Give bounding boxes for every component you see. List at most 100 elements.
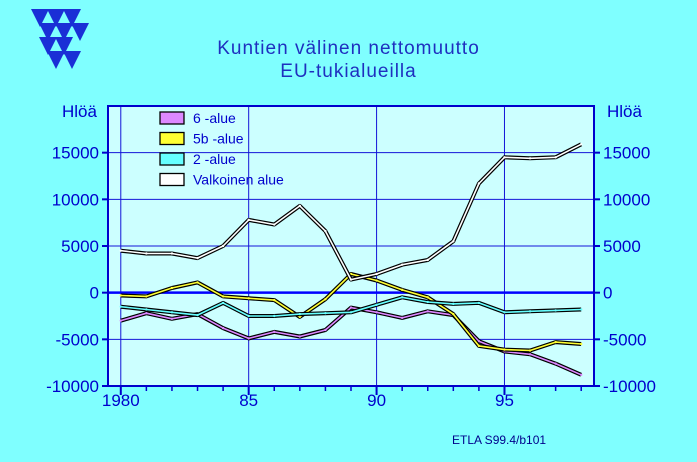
data-point: [503, 156, 506, 159]
data-point: [324, 298, 327, 301]
logo-triangle: [31, 9, 49, 27]
series-2: [119, 295, 583, 318]
data-point: [221, 301, 225, 305]
data-point: [426, 296, 429, 299]
data-point: [119, 294, 122, 297]
y-tick-label-right: 5000: [603, 237, 641, 256]
data-point: [298, 312, 302, 316]
data-point: [477, 182, 481, 185]
data-point: [528, 353, 532, 356]
data-point: [273, 223, 276, 226]
legend-label: 2 -alue: [193, 151, 236, 167]
y-tick-label-right: 10000: [603, 190, 650, 209]
chart-title-line1: Kuntien välinen nettomuutto: [217, 38, 480, 59]
data-point: [503, 348, 506, 351]
data-point: [375, 303, 378, 306]
x-tick-label: 95: [495, 391, 514, 410]
data-point: [247, 337, 250, 340]
data-point: [554, 309, 557, 312]
data-point: [324, 328, 327, 332]
logo-triangle: [55, 37, 73, 55]
legend-label: 5b -alue: [193, 131, 244, 147]
legend-swatch: [159, 172, 185, 187]
source-note: ETLA S99.4/b101: [452, 433, 547, 447]
data-point: [528, 349, 532, 352]
data-point: [273, 314, 276, 318]
y-tick-label-right: 0: [603, 284, 612, 303]
data-point: [247, 314, 250, 318]
data-point: [452, 240, 455, 243]
data-point: [554, 362, 557, 365]
y-tick-label-left: -5000: [56, 330, 99, 349]
data-point: [349, 306, 353, 309]
legend-label: Valkoinen alue: [193, 172, 284, 188]
data-point: [145, 312, 148, 315]
data-point: [196, 256, 199, 260]
y-tick-label-left: 0: [90, 284, 99, 303]
x-tick-label: 1980: [102, 391, 140, 410]
y-tick-label-left: 15000: [52, 144, 99, 163]
data-point: [580, 143, 583, 146]
data-point: [400, 263, 404, 266]
y-tick-label-left: 5000: [61, 237, 99, 256]
data-point: [298, 204, 302, 208]
data-point: [426, 258, 429, 262]
data-point: [375, 279, 378, 282]
data-point: [375, 311, 378, 314]
series-1: [119, 272, 583, 353]
y-tick-label-left: 10000: [52, 190, 99, 209]
legend-label: 6 -alue: [193, 110, 236, 126]
data-point: [477, 301, 481, 305]
data-point: [400, 316, 404, 320]
data-point: [221, 244, 225, 248]
data-point: [554, 340, 557, 344]
x-tick-label: 85: [239, 391, 258, 410]
axes: -10000 -10000 -5000 -5000 0 0 5000 5000 10000 100…: [46, 144, 656, 410]
y-axis-unit-left: Hlöä: [62, 102, 97, 121]
y-tick-label-right: -10000: [603, 377, 656, 396]
logo-triangle: [47, 9, 65, 27]
legend-swatch: [159, 131, 185, 146]
logo-triangle: [63, 9, 81, 27]
data-point: [119, 249, 122, 252]
data-point: [503, 311, 506, 314]
data-point: [375, 272, 378, 276]
data-point: [273, 330, 276, 334]
data-point: [426, 300, 429, 304]
data-point: [580, 342, 583, 346]
legend-swatch: [159, 111, 185, 125]
y-axis-unit-right: Hlöä: [607, 102, 642, 121]
data-point: [145, 295, 148, 298]
legend: 6 -alue 5b -alue 2 -alue Valkoinen alue: [159, 110, 284, 188]
data-point: [273, 298, 276, 302]
data-point: [580, 373, 583, 376]
data-point: [145, 252, 148, 255]
logo-triangle: [55, 23, 73, 41]
series-3: [119, 142, 583, 282]
data-point: [170, 311, 174, 314]
data-point: [477, 344, 481, 348]
data-point: [221, 295, 225, 298]
data-point: [452, 312, 455, 316]
data-point: [528, 310, 532, 313]
logo-triangle: [47, 51, 65, 69]
data-point: [196, 281, 199, 284]
data-point: [452, 302, 455, 306]
data-point: [324, 229, 327, 233]
data-point: [170, 317, 174, 320]
data-point: [298, 315, 302, 319]
data-point: [349, 311, 353, 314]
data-point: [145, 308, 148, 311]
logo-triangle: [71, 23, 89, 41]
etla-logo: [31, 9, 89, 69]
data-point: [298, 335, 302, 338]
y-tick-label-right: 15000: [603, 144, 650, 163]
data-point: [119, 305, 122, 308]
data-point: [554, 156, 557, 159]
data-point: [247, 297, 250, 300]
data-point: [247, 218, 250, 222]
logo-triangle: [63, 51, 81, 69]
data-point: [196, 313, 199, 317]
